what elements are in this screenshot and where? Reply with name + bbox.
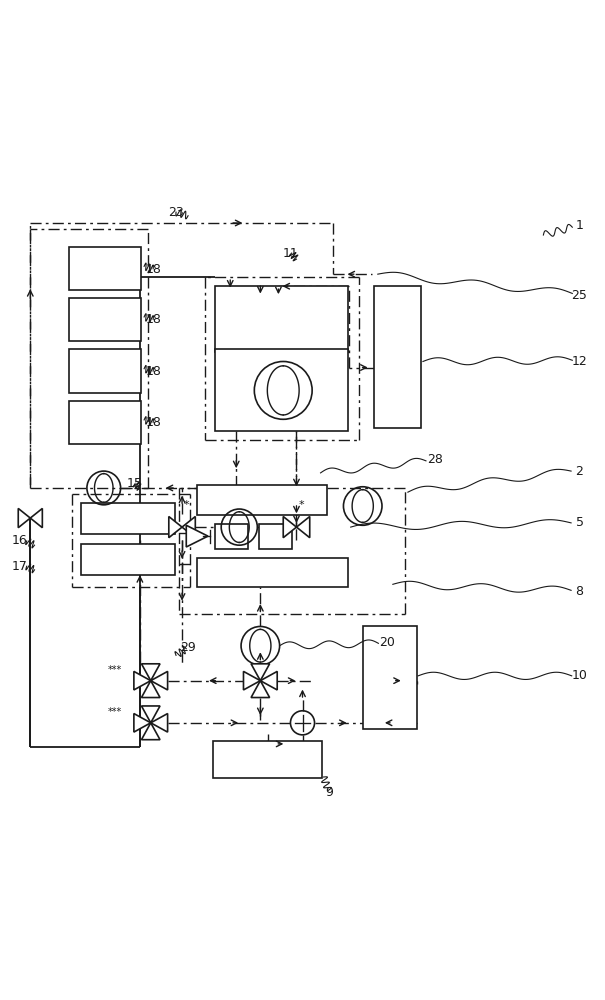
Text: *: * xyxy=(298,500,304,510)
Bar xyxy=(82,544,175,575)
Polygon shape xyxy=(182,517,195,538)
Polygon shape xyxy=(30,508,42,528)
Text: 18: 18 xyxy=(145,365,161,378)
Polygon shape xyxy=(243,671,260,690)
Bar xyxy=(363,626,417,729)
Text: 12: 12 xyxy=(572,355,587,368)
Polygon shape xyxy=(186,525,208,547)
Text: 18: 18 xyxy=(145,263,161,276)
Polygon shape xyxy=(296,517,310,538)
Text: 17: 17 xyxy=(11,560,27,573)
Text: 10: 10 xyxy=(572,669,587,682)
Polygon shape xyxy=(134,714,151,732)
Polygon shape xyxy=(151,714,168,732)
Polygon shape xyxy=(18,508,30,528)
Polygon shape xyxy=(260,671,277,690)
Text: 18: 18 xyxy=(145,416,161,429)
Polygon shape xyxy=(251,664,270,681)
Bar xyxy=(215,349,348,431)
Text: 5: 5 xyxy=(575,516,583,529)
Bar xyxy=(215,286,348,352)
Bar xyxy=(69,349,141,393)
Text: 16: 16 xyxy=(11,534,27,547)
Bar xyxy=(82,503,175,534)
Polygon shape xyxy=(283,517,296,538)
Polygon shape xyxy=(142,664,160,681)
Polygon shape xyxy=(142,681,160,698)
Polygon shape xyxy=(151,671,168,690)
Polygon shape xyxy=(169,517,182,538)
Bar xyxy=(215,524,248,549)
Text: 23: 23 xyxy=(168,206,184,219)
Text: 28: 28 xyxy=(427,453,443,466)
Polygon shape xyxy=(142,723,160,740)
Bar xyxy=(214,741,322,778)
Text: 9: 9 xyxy=(325,786,333,799)
Text: 20: 20 xyxy=(379,636,394,649)
Polygon shape xyxy=(251,681,270,698)
Text: 18: 18 xyxy=(145,313,161,326)
Bar xyxy=(373,286,420,428)
Polygon shape xyxy=(134,671,151,690)
Text: 15: 15 xyxy=(127,477,143,490)
Text: 11: 11 xyxy=(283,247,298,260)
Text: *: * xyxy=(184,500,190,510)
Text: 29: 29 xyxy=(180,641,196,654)
Bar xyxy=(259,524,292,549)
Text: 25: 25 xyxy=(572,289,587,302)
Bar xyxy=(69,401,141,444)
Text: ***: *** xyxy=(108,665,122,675)
Text: ***: *** xyxy=(108,707,122,717)
Bar xyxy=(69,298,141,341)
Bar xyxy=(197,485,327,515)
Text: 2: 2 xyxy=(575,465,583,478)
Polygon shape xyxy=(142,706,160,723)
Text: 8: 8 xyxy=(575,585,583,598)
Text: 1: 1 xyxy=(575,219,583,232)
Bar xyxy=(69,247,141,290)
Bar xyxy=(197,558,348,587)
